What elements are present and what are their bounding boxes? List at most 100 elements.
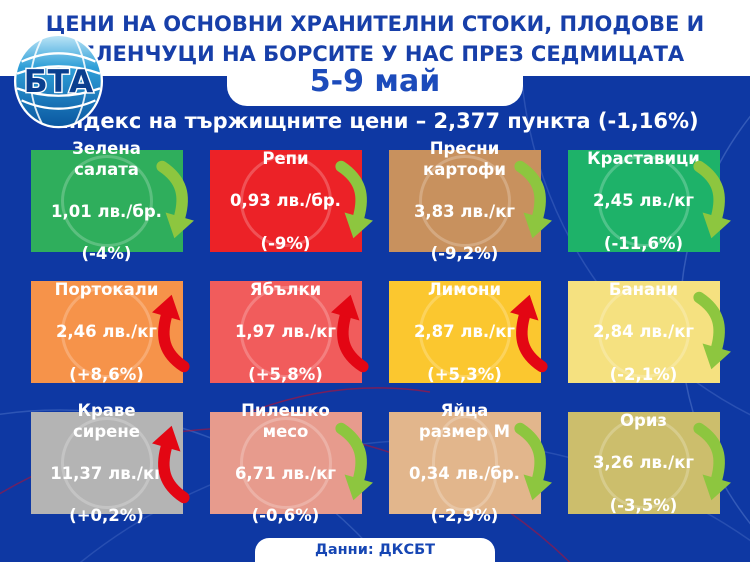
product-name: Краставици	[587, 149, 700, 169]
market-index-line: Индекс на тържищните цени – 2,377 пункта…	[51, 109, 699, 133]
trend-down-arrow-icon	[150, 141, 196, 261]
product-grid: Зелена салата 1,01 лв./бр. (-4%) Репи 0,…	[0, 139, 750, 525]
lemon-icon	[418, 286, 511, 378]
bta-logo: БТА	[13, 33, 104, 129]
trend-down-arrow-icon	[508, 403, 554, 523]
card-text: Пресни картофи 3,83 лв./кг (-9,2%)	[404, 117, 525, 286]
egg-icon	[431, 415, 498, 511]
chicken-icon	[239, 417, 332, 509]
product-price: 1,01 лв./бр.	[51, 202, 162, 221]
card-text: Краставици 2,45 лв./кг (-11,6%)	[577, 127, 710, 275]
radish-icon	[239, 155, 332, 247]
product-name: Портокали	[54, 280, 159, 300]
card-text: Зелена салата 1,01 лв./бр. (-4%)	[31, 117, 183, 286]
trend-down-arrow-icon	[687, 141, 733, 261]
product-change: (-0,6%)	[251, 506, 320, 526]
product-name: Ориз	[619, 411, 667, 431]
product-price: 11,37 лв./кг	[50, 464, 163, 483]
card-text: Портокали 2,46 лв./кг (+8,6%)	[45, 258, 169, 406]
product-change: (-2,9%)	[430, 506, 499, 526]
product-card-potatoes: Пресни картофи 3,83 лв./кг (-9,2%)	[388, 139, 552, 263]
rice-icon	[597, 417, 690, 509]
card-text: Репи 0,93 лв./бр. (-9%)	[220, 127, 351, 275]
product-change: (-11,6%)	[603, 233, 684, 253]
product-card-apples: Ябълки 1,97 лв./кг (+5,8%)	[209, 280, 369, 384]
logo-text: БТА	[24, 64, 94, 100]
page-title: ЦЕНИ НА ОСНОВНИ ХРАНИТЕЛНИ СТОКИ, ПЛОДОВ…	[0, 9, 750, 70]
title-line-2: ЗЕЛЕНЧУЦИ НА БОРСИТЕ У НАС ПРЕЗ СЕДМИЦАТ…	[65, 42, 685, 67]
card-text: Пилешко месо 6,71 лв./кг (-0,6%)	[225, 379, 346, 548]
product-price: 0,93 лв./бр.	[230, 191, 341, 211]
card-row-2: Портокали 2,46 лв./кг (+8,6%) Ябълки 1,9…	[30, 280, 731, 384]
product-card-oranges: Портокали 2,46 лв./кг (+8,6%)	[30, 280, 190, 384]
orange-icon	[60, 286, 153, 378]
product-price: 0,34 лв./бр.	[409, 464, 520, 483]
product-change: (-9,2%)	[430, 244, 499, 264]
product-name: Зелена салата	[72, 138, 141, 179]
product-change: (-2,1%)	[609, 364, 678, 384]
trend-down-arrow-icon	[508, 141, 554, 261]
potato-icon	[418, 155, 511, 247]
trend-down-arrow-icon	[329, 141, 375, 261]
product-card-radishes: Репи 0,93 лв./бр. (-9%)	[209, 149, 373, 253]
product-name: Репи	[262, 149, 309, 169]
product-name: Краве сирене	[73, 400, 140, 441]
banana-icon	[597, 286, 690, 378]
product-price: 2,45 лв./кг	[592, 191, 695, 211]
product-price: 3,26 лв./кг	[592, 453, 695, 473]
product-price: 3,83 лв./кг	[413, 202, 516, 221]
trend-down-arrow-icon	[329, 403, 375, 523]
trend-up-arrow-icon	[150, 403, 196, 523]
product-card-rice: Ориз 3,26 лв./кг (-3,5%)	[567, 411, 731, 515]
product-card-cucumbers: Краставици 2,45 лв./кг (-11,6%)	[567, 149, 731, 253]
product-change: (+8,6%)	[69, 364, 144, 384]
product-change: (-9%)	[260, 233, 311, 253]
product-change: (+5,3%)	[427, 364, 502, 384]
product-name: Лимони	[427, 280, 502, 300]
cheese-icon	[60, 417, 153, 509]
apple-icon	[239, 286, 332, 378]
product-change: (-3,5%)	[609, 495, 678, 515]
product-price: 1,97 лв./кг	[234, 322, 337, 342]
product-card-cow-cheese: Краве сирене 11,37 лв./кг (+0,2%)	[30, 401, 190, 525]
title-line-1: ЦЕНИ НА ОСНОВНИ ХРАНИТЕЛНИ СТОКИ, ПЛОДОВ…	[45, 12, 705, 36]
product-name: Пилешко месо	[241, 400, 330, 441]
product-price: 2,46 лв./кг	[55, 322, 158, 342]
source-label: Данни: ДКСБТ	[314, 542, 436, 558]
card-text: Банани 2,84 лв./кг (-2,1%)	[583, 258, 704, 406]
lettuce-icon	[60, 155, 153, 247]
product-name: Ябълки	[249, 280, 322, 300]
card-row-3: Краве сирене 11,37 лв./кг (+0,2%) Пилешк…	[30, 401, 731, 525]
trend-down-arrow-icon	[687, 403, 733, 523]
cucumber-icon	[597, 155, 690, 247]
card-text: Лимони 2,87 лв./кг (+5,3%)	[404, 258, 525, 406]
globe-icon	[13, 33, 104, 129]
header-band	[0, 0, 750, 76]
product-change: (-4%)	[81, 244, 132, 264]
date-range: 5-9 май	[309, 64, 441, 99]
product-card-lemons: Лимони 2,87 лв./кг (+5,3%)	[388, 280, 548, 384]
card-text: Краве сирене 11,37 лв./кг (+0,2%)	[40, 379, 173, 548]
card-text: Яйца размер M 0,34 лв./бр. (-2,9%)	[399, 379, 530, 548]
trend-up-arrow-icon	[150, 272, 196, 392]
product-price: 2,84 лв./кг	[592, 322, 695, 342]
card-text: Ябълки 1,97 лв./кг (+5,8%)	[225, 258, 346, 406]
trend-up-arrow-icon	[329, 272, 375, 392]
product-price: 2,87 лв./кг	[413, 322, 516, 342]
card-text: Ориз 3,26 лв./кг (-3,5%)	[583, 389, 704, 537]
product-change: (+5,8%)	[248, 364, 323, 384]
product-card-chicken-meat: Пилешко месо 6,71 лв./кг (-0,6%)	[209, 401, 373, 525]
source-pill: Данни: ДКСБТ	[255, 538, 495, 562]
trend-down-arrow-icon	[687, 272, 733, 392]
product-card-eggs: Яйца размер M 0,34 лв./бр. (-2,9%)	[388, 401, 552, 525]
product-name: Пресни картофи	[423, 138, 506, 179]
date-tab	[227, 76, 523, 106]
product-name: Банани	[608, 280, 679, 300]
product-card-bananas: Банани 2,84 лв./кг (-2,1%)	[567, 280, 731, 384]
product-change: (+0,2%)	[69, 506, 144, 526]
card-row-1: Зелена салата 1,01 лв./бр. (-4%) Репи 0,…	[30, 139, 731, 263]
product-price: 6,71 лв./кг	[234, 464, 337, 483]
product-name: Яйца размер M	[418, 400, 511, 441]
product-card-green-salad: Зелена салата 1,01 лв./бр. (-4%)	[30, 139, 194, 263]
trend-up-arrow-icon	[508, 272, 554, 392]
